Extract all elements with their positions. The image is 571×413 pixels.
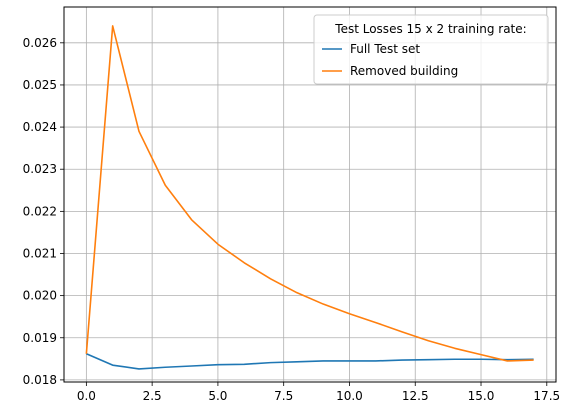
y-tick-label: 0.023 bbox=[23, 162, 57, 176]
legend-label-removed-building: Removed building bbox=[350, 64, 458, 78]
plot-frame bbox=[63, 6, 557, 383]
y-tick-label: 0.018 bbox=[23, 373, 57, 387]
legend-label-full-test-set: Full Test set bbox=[350, 42, 420, 56]
y-axis: 0.018 0.019 0.020 0.021 0.022 0.023 0.024 0.025… bbox=[23, 36, 64, 387]
legend-box bbox=[313, 14, 549, 85]
x-tick-label: 7.5 bbox=[274, 389, 293, 403]
x-tick-label: 10.0 bbox=[336, 389, 363, 403]
series-line-removed-building bbox=[85, 25, 534, 362]
x-tick-label: 17.5 bbox=[533, 389, 560, 403]
x-tick-label: 0.0 bbox=[77, 389, 96, 403]
x-tick-label: 5.0 bbox=[208, 389, 227, 403]
y-tick-label: 0.026 bbox=[23, 36, 57, 50]
y-tick-label: 0.019 bbox=[23, 331, 57, 345]
series-line-full-test-set bbox=[86, 353, 534, 370]
x-tick-label: 15.0 bbox=[468, 389, 495, 403]
x-tick-label: 12.5 bbox=[402, 389, 429, 403]
y-tick-label: 0.021 bbox=[23, 246, 57, 260]
x-axis: 0.0 2.5 5.0 7.5 10.0 12.5 15.0 17.5 bbox=[77, 382, 560, 403]
series-layer bbox=[85, 25, 534, 370]
legend: Test Losses 15 x 2 training rate: Full T… bbox=[313, 14, 549, 85]
y-tick-label: 0.025 bbox=[23, 78, 57, 92]
x-tick-label: 2.5 bbox=[143, 389, 162, 403]
y-tick-label: 0.024 bbox=[23, 120, 57, 134]
y-tick-label: 0.020 bbox=[23, 289, 57, 303]
y-tick-label: 0.022 bbox=[23, 204, 57, 218]
legend-title: Test Losses 15 x 2 training rate: bbox=[334, 22, 526, 36]
